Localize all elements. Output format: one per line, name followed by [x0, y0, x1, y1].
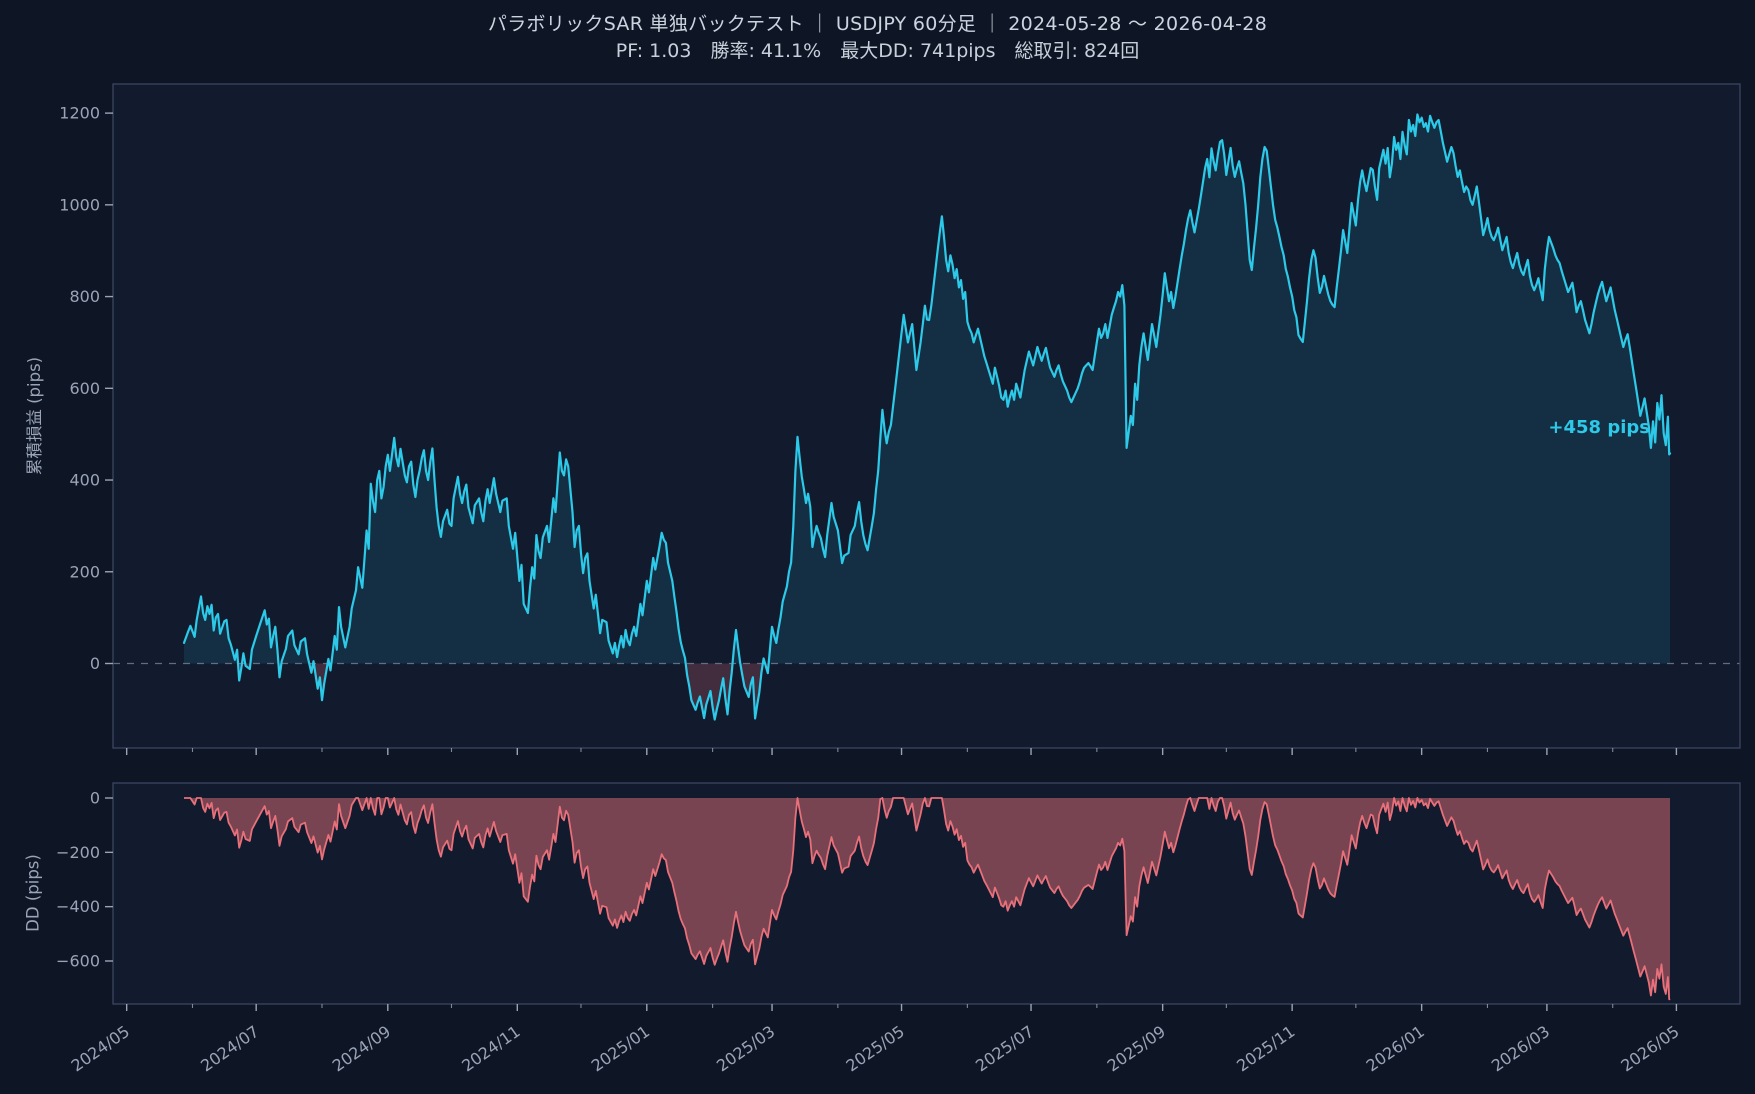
cumulative-area-positive [184, 114, 1670, 664]
x-tick-label: 2025/05 [842, 1022, 907, 1076]
x-tick-label: 2025/01 [588, 1022, 653, 1076]
x-tick-label: 2024/07 [197, 1022, 262, 1076]
y-tick-label-top: 200 [69, 562, 100, 581]
x-tick-label: 2026/05 [1617, 1022, 1682, 1076]
x-tick-label: 2024/09 [329, 1022, 394, 1076]
y-tick-label-top: 800 [69, 287, 100, 306]
y-tick-label-bottom: −600 [56, 951, 100, 970]
bottom-panel-bg [113, 783, 1740, 1004]
bottom-panel-spine [112, 782, 1741, 1005]
drawdown-area [184, 798, 1670, 1000]
y-tick-label-top: 600 [69, 379, 100, 398]
x-tick-label: 2026/01 [1363, 1022, 1428, 1076]
y-tick-label-top: 1200 [59, 104, 100, 123]
x-tick-label: 2025/07 [972, 1022, 1037, 1076]
x-tick-label: 2025/09 [1104, 1022, 1169, 1076]
x-tick-label: 2024/11 [458, 1022, 523, 1076]
y-tick-label-bottom: 0 [90, 789, 100, 808]
y-tick-label-top: 1000 [59, 195, 100, 214]
cumulative-line [182, 113, 1672, 721]
y-tick-label-top: 0 [90, 654, 100, 673]
chart-subtitle: PF: 1.03 勝率: 41.1% 最大DD: 741pips 総取引: 82… [615, 40, 1140, 62]
y-tick-label-top: 400 [69, 471, 100, 490]
drawdown-line [184, 797, 1671, 1001]
x-tick-label: 2025/11 [1233, 1022, 1298, 1076]
x-tick-label: 2025/03 [713, 1022, 778, 1076]
y-tick-label-bottom: −200 [56, 843, 100, 862]
y-tick-label-bottom: −400 [56, 897, 100, 916]
x-tick-label: 2026/03 [1488, 1022, 1553, 1076]
x-tick-label: 2024/05 [68, 1022, 133, 1076]
top-panel-spine [112, 83, 1741, 749]
final-value-annotation: +458 pips [1548, 417, 1650, 438]
chart-title: パラボリックSAR 単独バックテスト ｜ USDJPY 60分足 ｜ 2024-… [487, 13, 1268, 35]
